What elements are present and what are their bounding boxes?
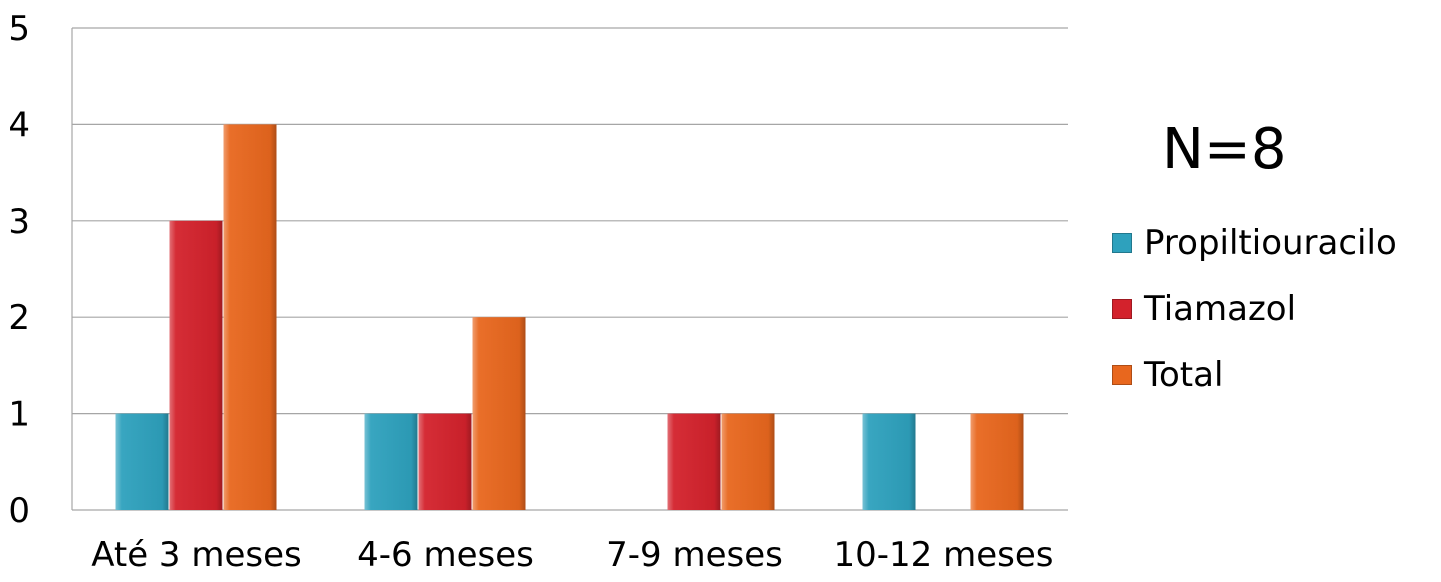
bar [472,317,526,510]
x-axis-labels: Até 3 meses 4-6 meses 7-9 meses 10-12 meses [91,535,1053,575]
y-tick-label: 0 [8,491,30,531]
x-tick-label: 10-12 meses [834,535,1054,575]
bar [667,413,721,510]
bar [364,413,418,510]
bar [721,413,775,510]
y-tick-label: 1 [8,395,30,435]
legend-swatch [1112,365,1132,385]
legend: Propiltiouracilo Tiamazol Total [1112,210,1397,408]
legend-label: Tiamazol [1144,289,1297,329]
bar [970,413,1024,510]
y-axis-ticks: 0 1 2 3 4 5 [8,9,30,531]
bar [223,124,277,511]
sample-size-annotation: N=8 [1162,117,1287,182]
bar [115,413,169,510]
y-tick-label: 4 [8,105,30,145]
bars [115,124,1024,511]
legend-swatch [1112,233,1132,253]
legend-swatch [1112,299,1132,319]
legend-item-propiltiouracilo: Propiltiouracilo [1112,210,1397,276]
x-tick-label: Até 3 meses [91,535,302,575]
y-tick-label: 2 [8,298,30,338]
bar [418,413,472,510]
legend-item-tiamazol: Tiamazol [1112,276,1397,342]
legend-label: Total [1144,355,1224,395]
legend-item-total: Total [1112,342,1397,408]
y-tick-label: 3 [8,202,30,242]
bar [862,413,916,510]
bar [169,220,223,511]
x-tick-label: 7-9 meses [606,535,783,575]
x-tick-label: 4-6 meses [357,535,534,575]
legend-label: Propiltiouracilo [1144,223,1397,263]
y-tick-label: 5 [8,9,30,49]
